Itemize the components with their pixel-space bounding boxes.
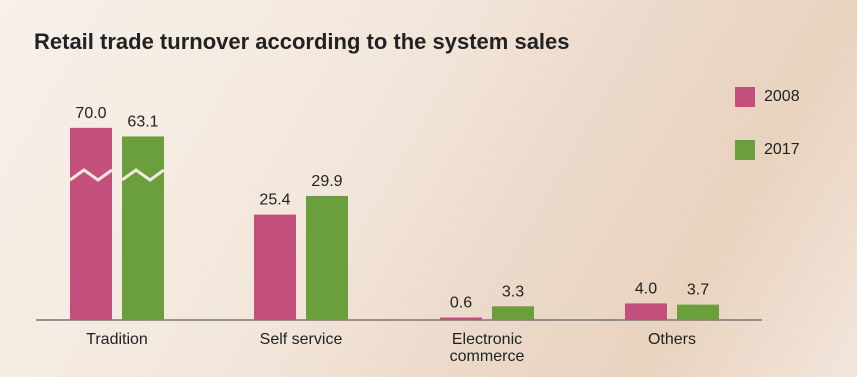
bar — [306, 195, 348, 320]
value-label: 29.9 — [311, 173, 342, 190]
value-label: 0.6 — [450, 295, 472, 312]
x-tick-label: Self service — [259, 331, 343, 348]
value-label: 63.1 — [127, 113, 158, 130]
bar — [677, 304, 719, 320]
value-label: 25.4 — [259, 192, 290, 209]
value-label: 3.3 — [502, 283, 524, 300]
legend-label: 2017 — [764, 141, 800, 158]
value-label: 3.7 — [687, 282, 709, 299]
chart-title: Retail trade turnover according to the s… — [34, 29, 570, 54]
legend-label: 2008 — [764, 88, 800, 105]
value-label: 70.0 — [75, 105, 106, 122]
legend-swatch — [735, 140, 755, 160]
axis-break — [121, 168, 165, 182]
bar — [122, 136, 164, 320]
x-tick-label: Electronic commerce — [449, 331, 525, 365]
legend-swatch — [735, 87, 755, 107]
bar — [70, 127, 112, 320]
value-label: 4.0 — [635, 280, 657, 297]
bar — [492, 306, 534, 320]
x-tick-label: Tradition — [86, 331, 148, 348]
bar — [254, 214, 296, 320]
bar — [440, 317, 482, 320]
x-tick-label: Others — [647, 331, 696, 348]
axis-break — [69, 168, 113, 182]
bar — [625, 303, 667, 320]
